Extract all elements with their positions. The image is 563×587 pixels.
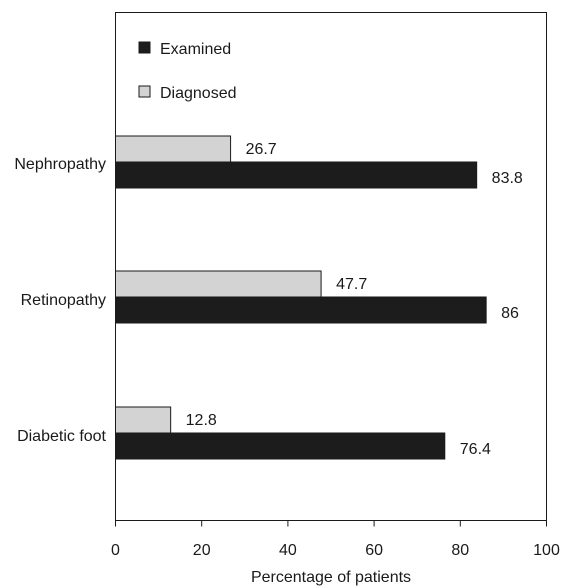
bar-examined-diabetic-foot [115,432,446,460]
x-tick-label-100: 100 [533,542,560,559]
x-tick-label-40: 40 [279,542,297,559]
category-label-nephropathy: Nephropathy [14,156,106,173]
value-label-examined-retinopathy: 86 [501,305,519,322]
bar-diagnosed-nephropathy [115,135,232,163]
legend-swatch-diagnosed [138,85,151,98]
plot-frame [115,12,547,521]
value-label-examined-nephropathy: 83.8 [492,170,523,187]
x-axis: 0 20 40 60 80 100 Percentage of patients [111,520,560,586]
legend: Examined Diagnosed [138,41,237,102]
legend-swatch-examined [138,41,151,54]
legend-label-examined: Examined [160,41,231,58]
value-labels: 26.7 83.8 47.7 86 12.8 76.4 [186,141,523,458]
category-label-retinopathy: Retinopathy [21,292,106,309]
bar-examined-retinopathy [115,296,487,324]
value-label-diagnosed-nephropathy: 26.7 [246,141,277,158]
legend-label-diagnosed: Diagnosed [160,85,237,102]
x-tick-label-80: 80 [451,542,469,559]
value-label-diagnosed-diabetic-foot: 12.8 [186,412,217,429]
x-axis-title: Percentage of patients [251,569,411,586]
value-label-examined-diabetic-foot: 76.4 [460,441,491,458]
bars [115,135,487,460]
x-tick-label-60: 60 [365,542,383,559]
category-label-diabetic-foot: Diabetic foot [17,428,106,445]
x-tick-label-20: 20 [193,542,211,559]
bar-diagnosed-diabetic-foot [115,406,172,434]
x-tick-label-0: 0 [111,542,120,559]
category-labels: Nephropathy Retinopathy Diabetic foot [14,156,106,445]
value-label-diagnosed-retinopathy: 47.7 [336,276,367,293]
bar-diagnosed-retinopathy [115,270,322,298]
bar-examined-nephropathy [115,161,478,189]
